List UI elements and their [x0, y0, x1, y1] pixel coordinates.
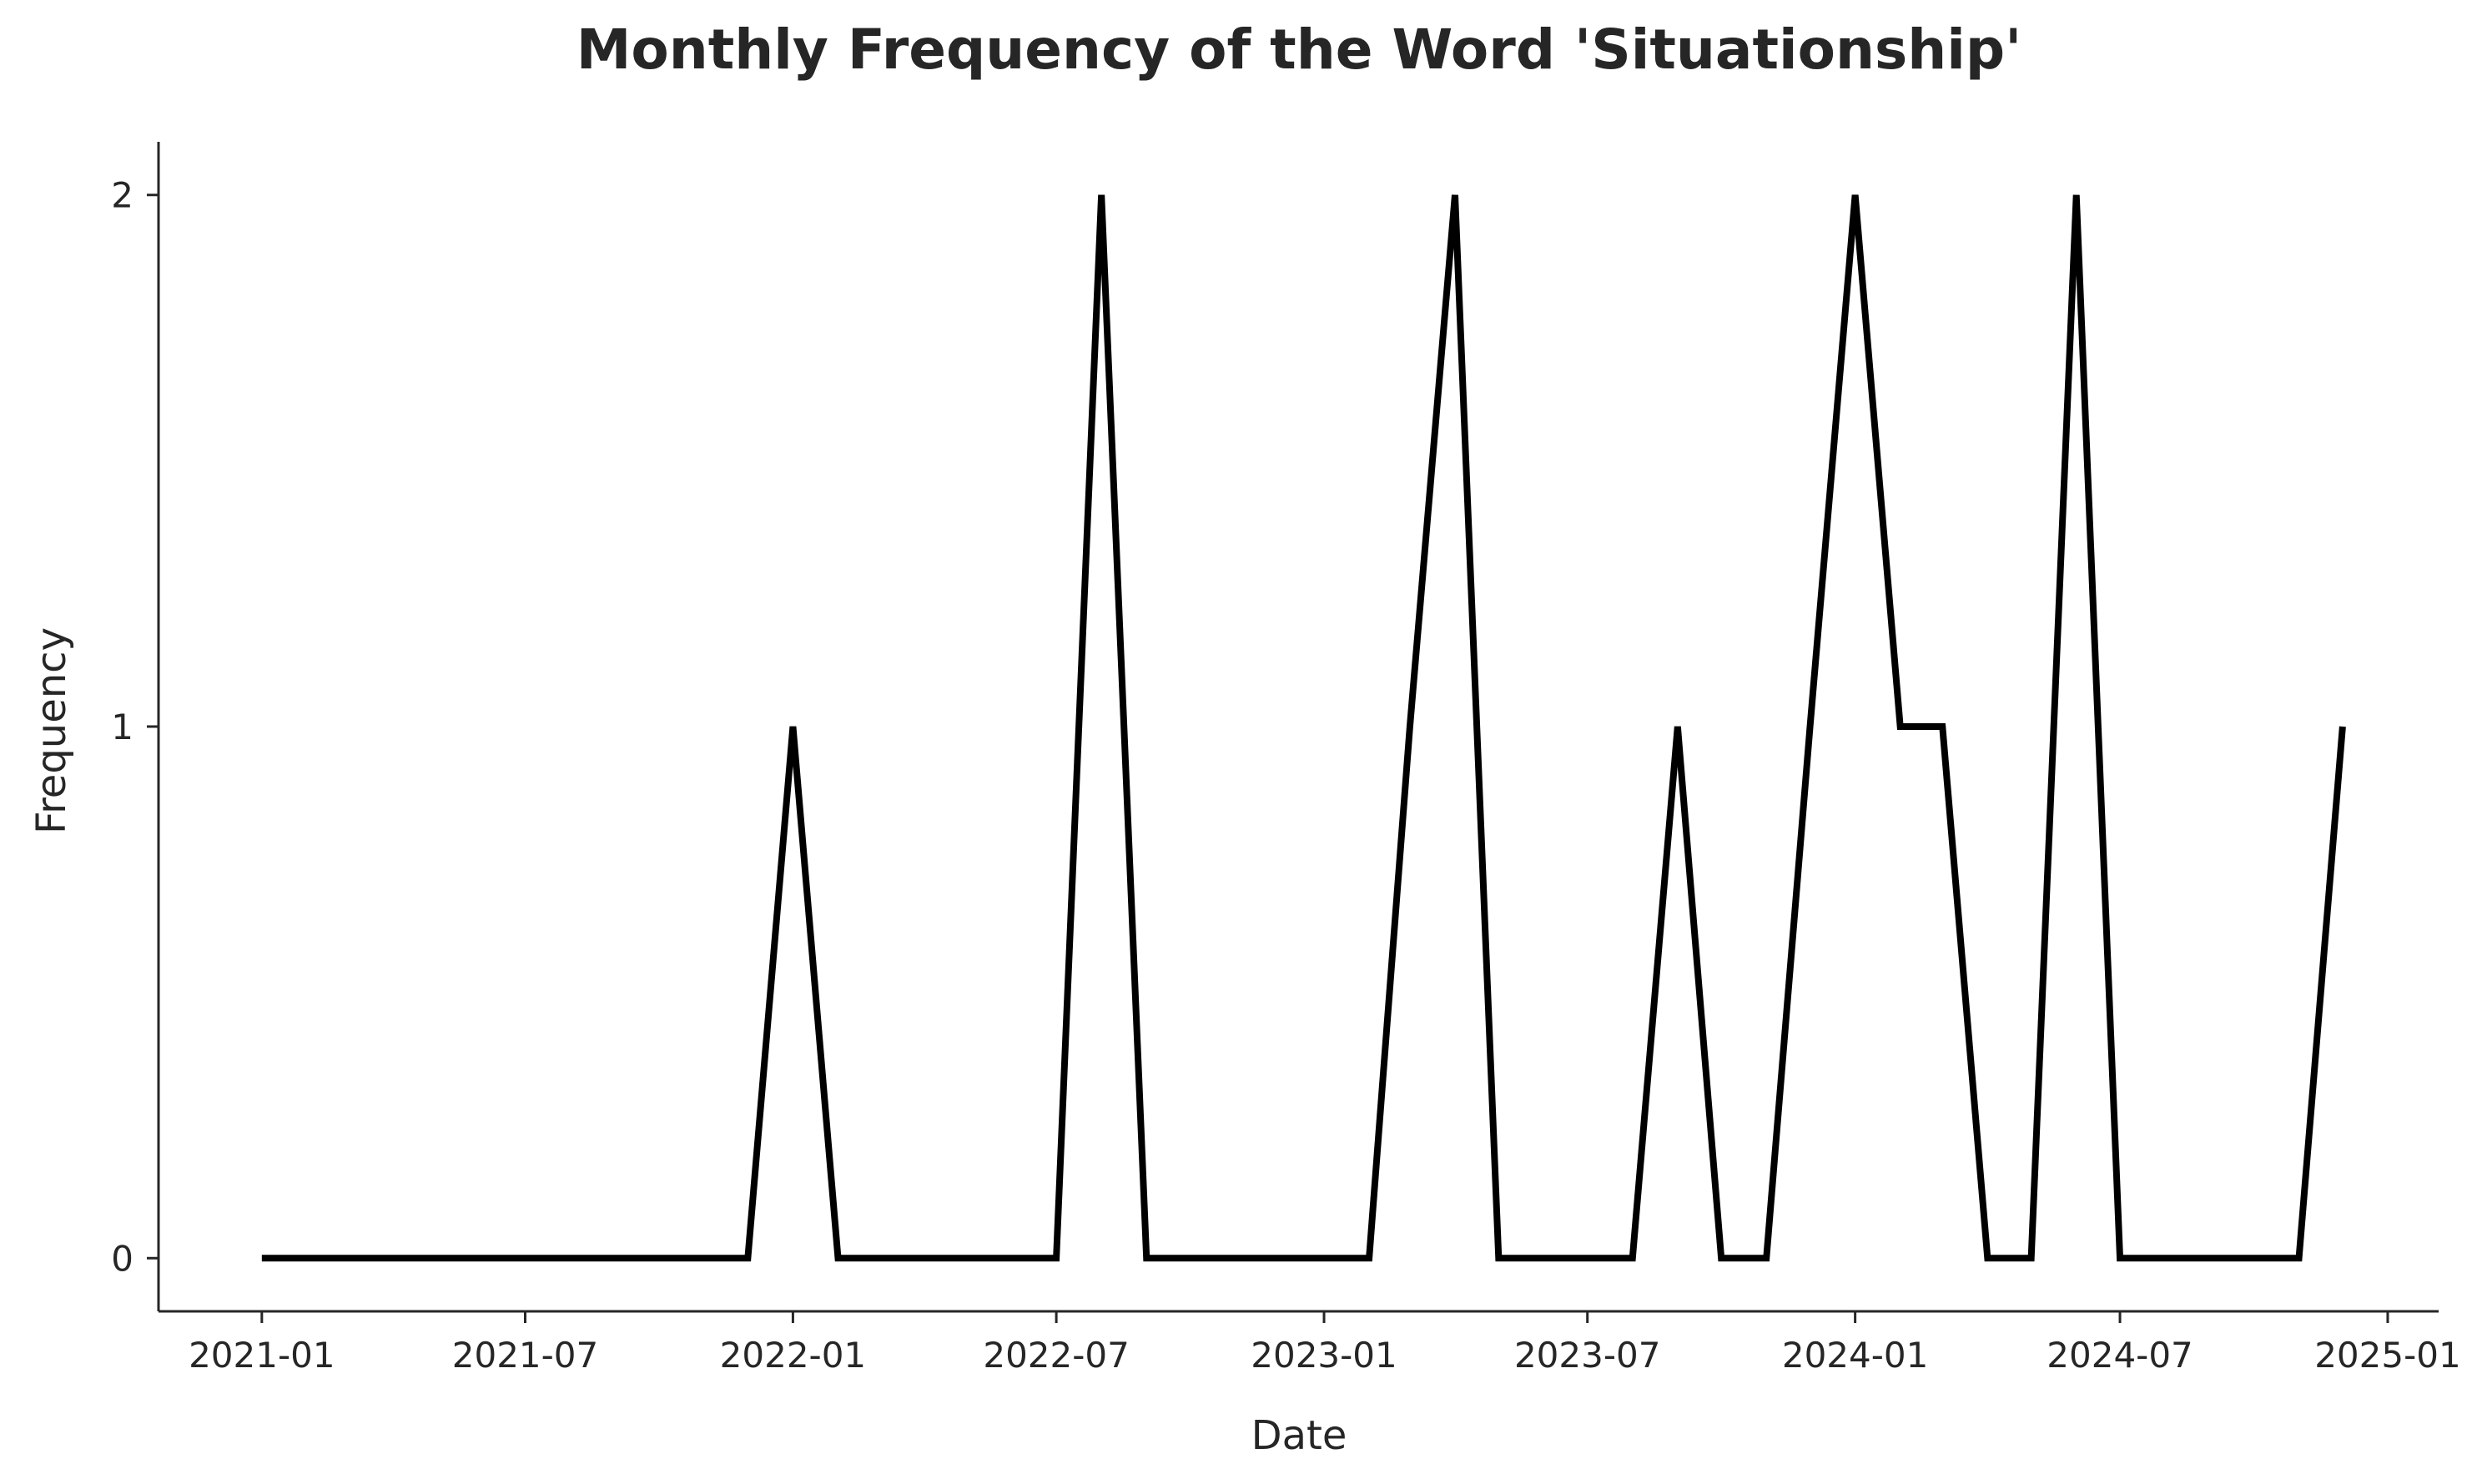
x-tick-label: 2022-01	[720, 1335, 867, 1376]
x-tick-label: 2022-07	[983, 1335, 1130, 1376]
x-axis-label: Date	[1251, 1412, 1347, 1459]
y-tick-label: 0	[111, 1238, 133, 1279]
x-tick-label: 2024-07	[2047, 1335, 2193, 1376]
y-tick-label: 1	[111, 707, 133, 747]
chart-title: Monthly Frequency of the Word 'Situation…	[576, 18, 2022, 82]
x-tick-label: 2023-01	[1251, 1335, 1397, 1376]
x-tick-label: 2025-01	[2314, 1335, 2461, 1376]
series-line-0	[261, 194, 2346, 1262]
y-axis-label: Frequency	[28, 627, 75, 834]
x-tick-label: 2024-01	[1782, 1335, 1929, 1376]
x-axis-ticks: 2021-01 2021-07 2022-01 2022-07 2023-01 2023-…	[189, 1311, 2461, 1376]
y-axis-ticks: 0 1 2	[111, 175, 159, 1279]
x-tick-label: 2023-07	[1514, 1335, 1661, 1376]
series-lines	[261, 194, 2346, 1262]
x-tick-label: 2021-07	[452, 1335, 599, 1376]
y-tick-label: 2	[111, 175, 133, 216]
x-tick-label: 2021-01	[189, 1335, 335, 1376]
